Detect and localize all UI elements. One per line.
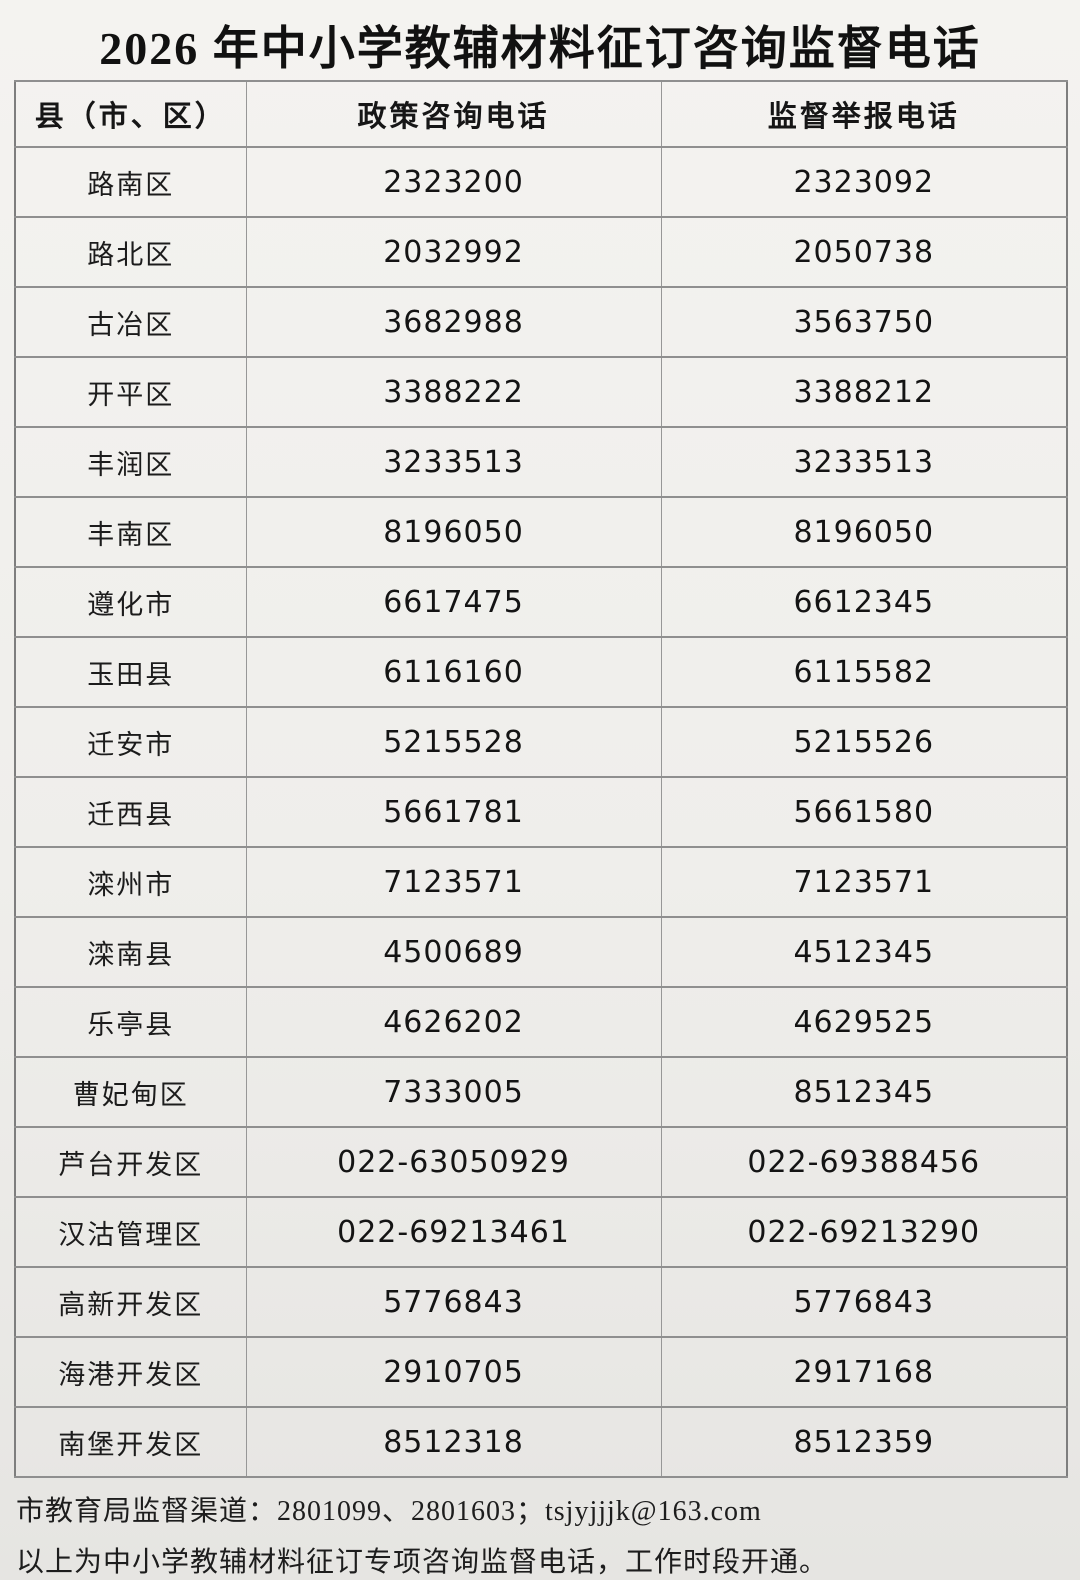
table-body: 路南区 2323200 2323092 路北区 2032992 2050738 古冶区 368… <box>14 146 1068 1478</box>
district-cell: 南堡开发区 <box>14 1406 247 1478</box>
table-row: 丰润区 3233513 3233513 <box>14 426 1068 498</box>
footer: 市教育局监督渠道：2801099、2801603；tsjyjjjk@163.co… <box>16 1492 1066 1580</box>
district-cell: 开平区 <box>14 356 247 428</box>
table-row: 高新开发区 5776843 5776843 <box>14 1266 1068 1338</box>
district-cell: 海港开发区 <box>14 1336 247 1408</box>
district-cell: 路南区 <box>14 146 247 218</box>
report-phone-cell: 5776843 <box>660 1266 1068 1338</box>
report-phone-cell: 5661580 <box>660 776 1068 848</box>
district-cell: 滦州市 <box>14 846 247 918</box>
policy-phone-cell: 5661781 <box>245 776 662 848</box>
header-district: 县（市、区） <box>14 80 247 148</box>
policy-phone-cell: 2323200 <box>245 146 662 218</box>
report-phone-cell: 6612345 <box>660 566 1068 638</box>
district-cell: 曹妃甸区 <box>14 1056 247 1128</box>
report-phone-cell: 8196050 <box>660 496 1068 568</box>
policy-phone-cell: 7333005 <box>245 1056 662 1128</box>
district-cell: 乐亭县 <box>14 986 247 1058</box>
district-cell: 丰润区 <box>14 426 247 498</box>
report-phone-cell: 5215526 <box>660 706 1068 778</box>
report-phone-cell: 022-69388456 <box>660 1126 1068 1198</box>
district-cell: 高新开发区 <box>14 1266 247 1338</box>
report-phone-cell: 8512359 <box>660 1406 1068 1478</box>
district-cell: 路北区 <box>14 216 247 288</box>
policy-phone-cell: 5776843 <box>245 1266 662 1338</box>
report-phone-cell: 4629525 <box>660 986 1068 1058</box>
report-phone-cell: 8512345 <box>660 1056 1068 1128</box>
table-header-row: 县（市、区） 政策咨询电话 监督举报电话 <box>14 80 1068 148</box>
report-phone-cell: 3233513 <box>660 426 1068 498</box>
policy-phone-cell: 022-69213461 <box>245 1196 662 1268</box>
policy-phone-cell: 6617475 <box>245 566 662 638</box>
report-phone-cell: 2917168 <box>660 1336 1068 1408</box>
report-phone-cell: 2050738 <box>660 216 1068 288</box>
table-row: 路北区 2032992 2050738 <box>14 216 1068 288</box>
table-row: 芦台开发区 022-63050929 022-69388456 <box>14 1126 1068 1198</box>
table-row: 乐亭县 4626202 4629525 <box>14 986 1068 1058</box>
report-phone-cell: 022-69213290 <box>660 1196 1068 1268</box>
policy-phone-cell: 8512318 <box>245 1406 662 1478</box>
policy-phone-cell: 4626202 <box>245 986 662 1058</box>
policy-phone-cell: 6116160 <box>245 636 662 708</box>
table-row: 迁西县 5661781 5661580 <box>14 776 1068 848</box>
table-row: 海港开发区 2910705 2917168 <box>14 1336 1068 1408</box>
report-phone-cell: 7123571 <box>660 846 1068 918</box>
page-title: 2026 年中小学教辅材料征订咨询监督电话 <box>99 23 981 74</box>
report-phone-cell: 6115582 <box>660 636 1068 708</box>
footer-supervision-channel: 市教育局监督渠道：2801099、2801603；tsjyjjjk@163.co… <box>16 1496 762 1527</box>
policy-phone-cell: 5215528 <box>245 706 662 778</box>
policy-phone-cell: 3233513 <box>245 426 662 498</box>
table-row: 丰南区 8196050 8196050 <box>14 496 1068 568</box>
policy-phone-cell: 3388222 <box>245 356 662 428</box>
policy-phone-cell: 4500689 <box>245 916 662 988</box>
phone-directory-table: 县（市、区） 政策咨询电话 监督举报电话 路南区 2323200 2323092 路北… <box>14 80 1068 1478</box>
report-phone-cell: 3388212 <box>660 356 1068 428</box>
table-row: 滦州市 7123571 7123571 <box>14 846 1068 918</box>
policy-phone-cell: 8196050 <box>245 496 662 568</box>
report-phone-cell: 2323092 <box>660 146 1068 218</box>
table-row: 路南区 2323200 2323092 <box>14 146 1068 218</box>
policy-phone-cell: 2910705 <box>245 1336 662 1408</box>
district-cell: 迁安市 <box>14 706 247 778</box>
district-cell: 滦南县 <box>14 916 247 988</box>
district-cell: 古冶区 <box>14 286 247 358</box>
district-cell: 迁西县 <box>14 776 247 848</box>
table-row: 迁安市 5215528 5215526 <box>14 706 1068 778</box>
district-cell: 玉田县 <box>14 636 247 708</box>
policy-phone-cell: 022-63050929 <box>245 1126 662 1198</box>
report-phone-cell: 4512345 <box>660 916 1068 988</box>
header-policy-phone: 政策咨询电话 <box>245 80 662 148</box>
district-cell: 芦台开发区 <box>14 1126 247 1198</box>
table-row: 玉田县 6116160 6115582 <box>14 636 1068 708</box>
table-row: 古冶区 3682988 3563750 <box>14 286 1068 358</box>
table-row: 曹妃甸区 7333005 8512345 <box>14 1056 1068 1128</box>
footer-note: 以上为中小学教辅材料征订专项咨询监督电话，工作时段开通。 <box>16 1546 829 1578</box>
table-row: 汉沽管理区 022-69213461 022-69213290 <box>14 1196 1068 1268</box>
district-cell: 丰南区 <box>14 496 247 568</box>
report-phone-cell: 3563750 <box>660 286 1068 358</box>
header-report-phone: 监督举报电话 <box>660 80 1068 148</box>
table-row: 开平区 3388222 3388212 <box>14 356 1068 428</box>
table-row: 滦南县 4500689 4512345 <box>14 916 1068 988</box>
table-row: 遵化市 6617475 6612345 <box>14 566 1068 638</box>
district-cell: 遵化市 <box>14 566 247 638</box>
policy-phone-cell: 2032992 <box>245 216 662 288</box>
policy-phone-cell: 7123571 <box>245 846 662 918</box>
policy-phone-cell: 3682988 <box>245 286 662 358</box>
table-row: 南堡开发区 8512318 8512359 <box>14 1406 1068 1478</box>
district-cell: 汉沽管理区 <box>14 1196 247 1268</box>
